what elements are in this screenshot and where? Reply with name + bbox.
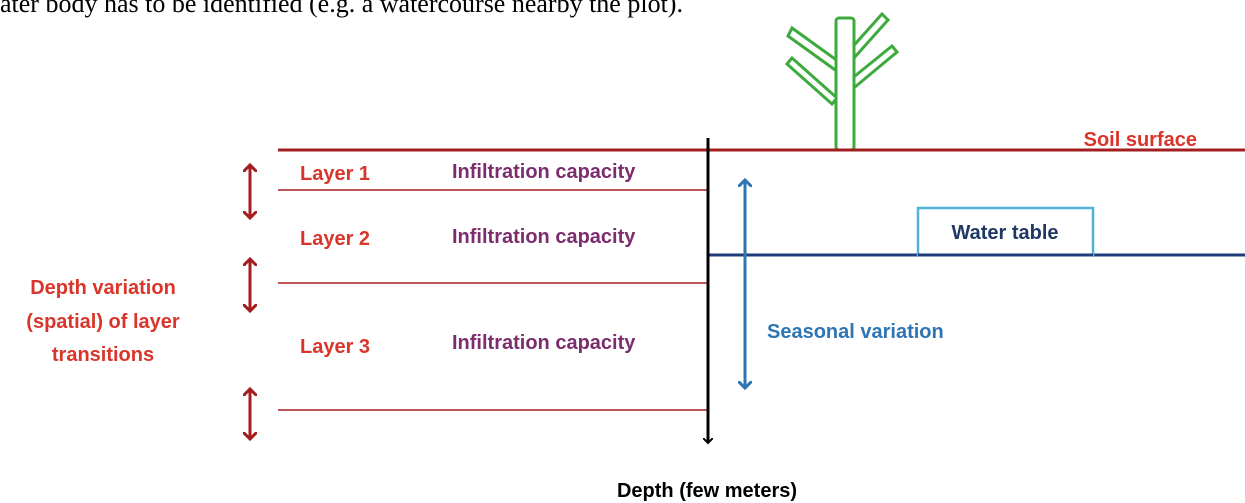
soil-surface-label: Soil surface [1084,129,1197,151]
layer-label: Layer 1 [300,163,370,185]
depth-variation-line: transitions [52,344,154,366]
layer-label: Layer 3 [300,336,370,358]
layer-label: Layer 2 [300,228,370,250]
layer-property: Infiltration capacity [452,332,636,354]
caption: ater body has to be identified (e.g. a w… [0,0,683,18]
depth-variation-line: Depth variation [30,277,176,299]
layer-lines [278,189,708,411]
depth-variation-line: (spatial) of layer [26,311,180,333]
water-table-box [916,206,1095,257]
layer-property: Infiltration capacity [452,226,636,248]
seasonal-label: Seasonal variation [767,321,944,343]
depth-axis-label: Depth (few meters) [617,480,797,502]
layer-property: Infiltration capacity [452,161,636,183]
water-table-label: Water table [951,222,1058,244]
plant [784,11,900,152]
